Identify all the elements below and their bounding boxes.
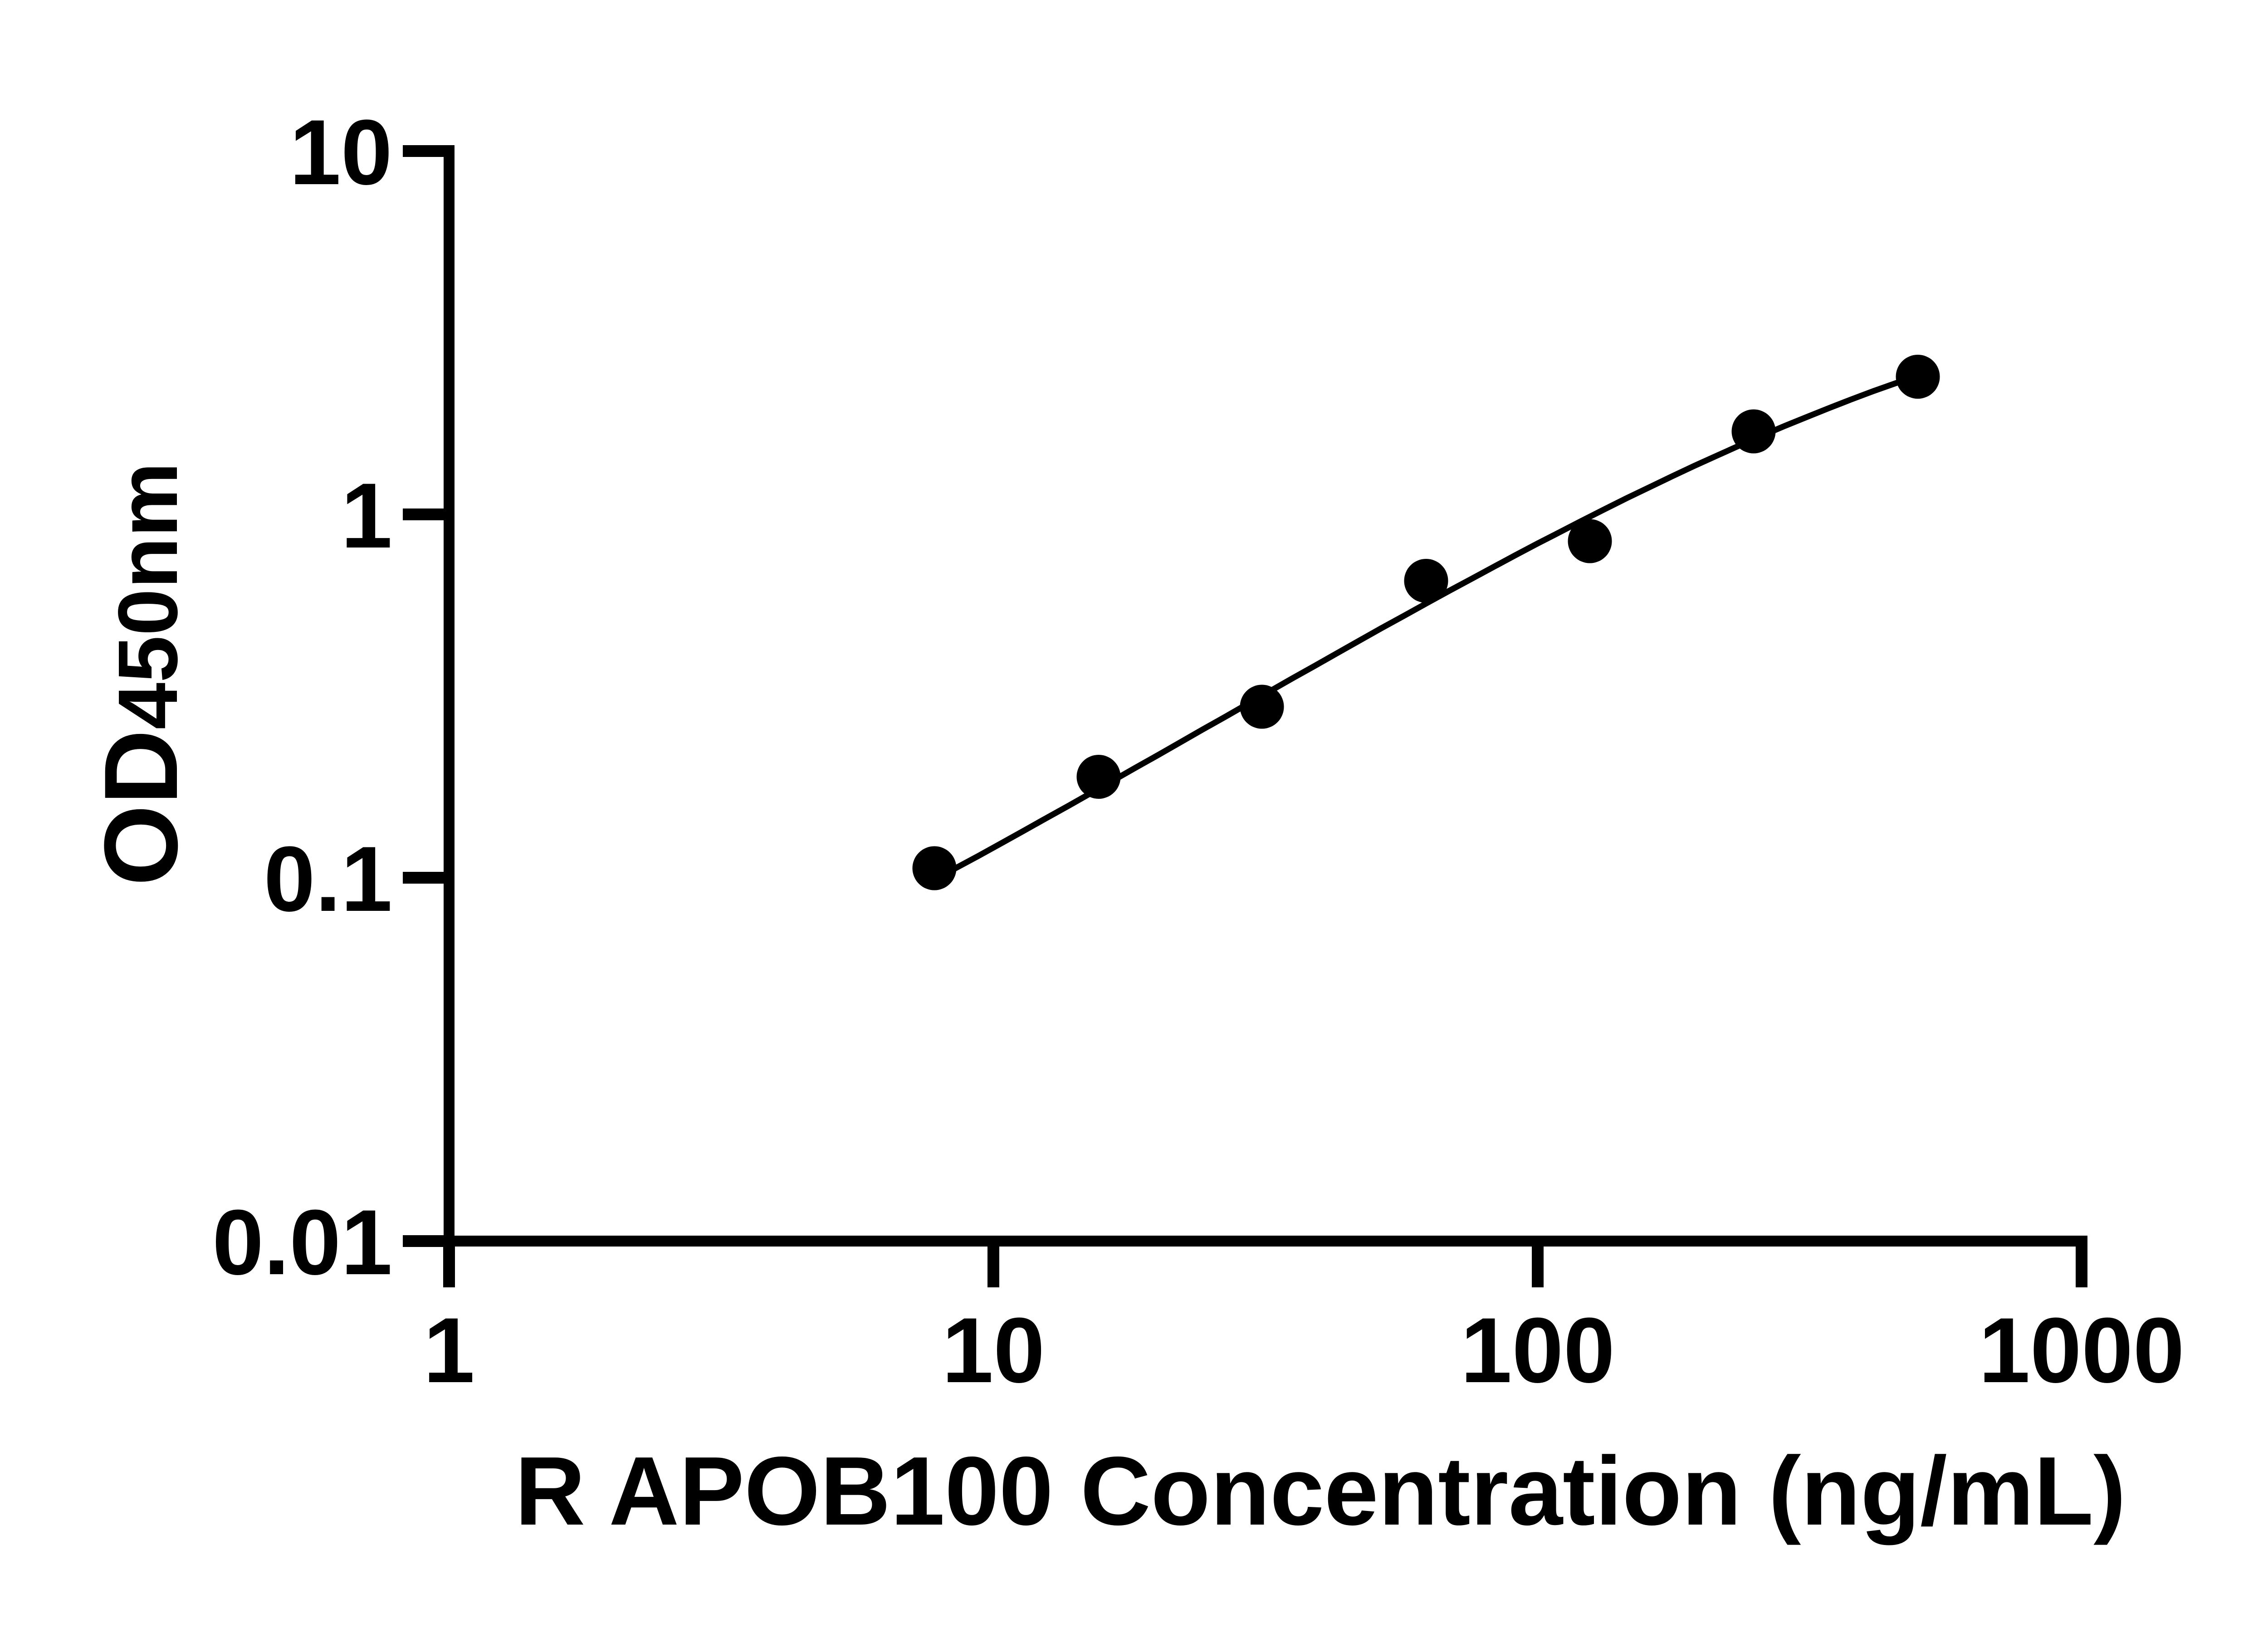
svg-text:1000: 1000	[1979, 1299, 2185, 1402]
svg-text:0.01: 0.01	[212, 1191, 392, 1294]
svg-text:10: 10	[289, 101, 392, 204]
svg-text:0.1: 0.1	[264, 827, 392, 931]
svg-text:100: 100	[1461, 1299, 1615, 1402]
svg-text:10: 10	[942, 1299, 1045, 1402]
svg-text:R APOB100 Concentration (ng/mL: R APOB100 Concentration (ng/mL)	[515, 1436, 2126, 1545]
svg-text:1: 1	[341, 464, 392, 567]
svg-text:1: 1	[423, 1299, 474, 1402]
svg-text:OD450nm: OD450nm	[83, 462, 199, 886]
